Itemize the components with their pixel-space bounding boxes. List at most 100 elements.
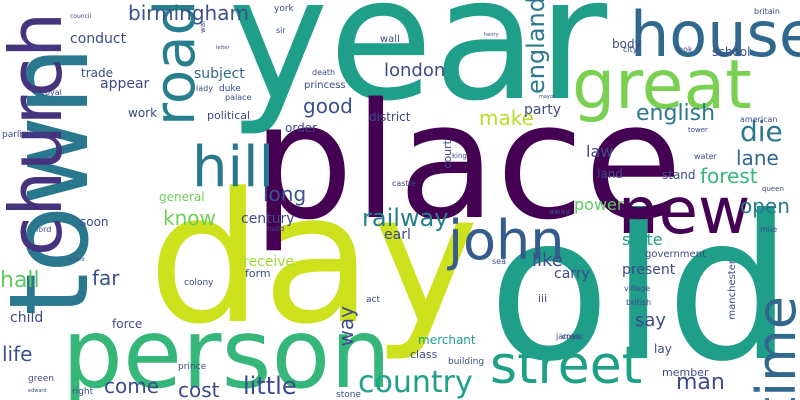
word-wall: wall: [380, 34, 400, 45]
word-away: away: [549, 207, 571, 216]
word-james: james: [556, 332, 581, 341]
word-richard: richard: [67, 257, 85, 263]
word-appear: appear: [100, 76, 150, 92]
word-carry: carry: [554, 266, 590, 282]
word-body: body: [612, 37, 642, 51]
word-class: class: [410, 348, 438, 361]
word-cost: cost: [178, 378, 220, 400]
word-trade: trade: [81, 66, 113, 80]
word-say: say: [635, 310, 667, 331]
word-new: new: [618, 175, 751, 249]
word-time: time: [745, 296, 800, 400]
word-man: man: [676, 370, 725, 395]
word-king: king: [452, 152, 467, 160]
word-country: country: [358, 365, 473, 400]
word-parliament: parliament: [2, 130, 51, 140]
word-council: council: [70, 13, 92, 20]
word-work: work: [128, 106, 158, 120]
word-lord: lord: [36, 225, 52, 234]
word-duke: duke: [219, 84, 241, 94]
word-henry: henry: [484, 32, 499, 38]
word-power: power: [574, 195, 624, 214]
word-queen: queen: [762, 185, 784, 193]
word-way: way: [334, 306, 358, 347]
word-place: place: [252, 68, 683, 255]
word-open: open: [740, 194, 790, 218]
word-act: act: [366, 295, 380, 305]
word-land: land: [597, 167, 623, 181]
word-political: political: [207, 109, 251, 122]
word-edward: edward: [28, 388, 47, 394]
word-government: government: [645, 249, 706, 260]
word-form: form: [245, 267, 271, 280]
word-street: street: [490, 336, 643, 396]
word-person: person: [62, 298, 392, 400]
word-receive: receive: [243, 254, 295, 270]
word-stand: stand: [662, 168, 696, 182]
word-child: child: [10, 310, 44, 326]
word-colony: colony: [184, 278, 214, 288]
word-century: century: [241, 211, 295, 227]
word-cross: cross: [562, 332, 583, 341]
word-build: build: [267, 225, 285, 233]
word-mayor: mayor: [539, 94, 556, 100]
word-mile: mile: [760, 225, 778, 234]
word-earl: earl: [384, 227, 411, 243]
word-soon: soon: [80, 215, 109, 229]
word-look: look: [676, 45, 693, 54]
word-lane: lane: [736, 146, 779, 170]
word-railway: railway: [362, 204, 449, 232]
word-sea: sea: [492, 257, 506, 266]
word-birmingham: birmingham: [128, 1, 249, 25]
word-die: die: [740, 115, 783, 148]
word-prince: prince: [178, 362, 207, 372]
word-american: american: [740, 115, 778, 124]
word-law: law: [586, 142, 614, 161]
word-party: party: [524, 102, 561, 118]
word-old: old: [488, 173, 793, 400]
word-like: like: [532, 250, 563, 271]
word-britain: britain: [754, 7, 780, 16]
word-iii: iii: [538, 292, 548, 305]
word-conduct: conduct: [70, 31, 127, 47]
word-war: war: [199, 20, 207, 33]
word-year: year: [228, 0, 608, 139]
word-forest: forest: [700, 164, 758, 188]
word-city: city: [623, 45, 638, 54]
word-general: general: [159, 190, 205, 204]
word-present: present: [622, 262, 676, 278]
word-member: member: [662, 366, 709, 379]
word-good: good: [303, 94, 353, 118]
word-water: water: [694, 152, 717, 161]
word-house: house: [630, 0, 800, 71]
word-princess: princess: [304, 80, 346, 91]
word-lay: lay: [654, 342, 672, 356]
word-lady: lady: [196, 84, 213, 93]
word-sir: sir: [276, 26, 286, 35]
word-castle: castle: [392, 179, 416, 188]
word-letter: letter: [216, 45, 230, 51]
word-force: force: [112, 317, 143, 331]
word-john: john: [448, 209, 565, 272]
word-school: school: [712, 45, 751, 59]
word-great: great: [572, 46, 752, 125]
word-london: london: [384, 60, 446, 81]
word-york: york: [274, 4, 294, 14]
word-hill: hill: [192, 135, 275, 200]
word-hall: hall: [0, 268, 40, 293]
word-british: british: [626, 298, 652, 307]
word-royal: royal: [42, 88, 62, 97]
word-little: little: [243, 372, 297, 400]
word-building: building: [448, 357, 485, 367]
word-long: long: [263, 182, 307, 206]
word-palace: palace: [225, 93, 252, 102]
word-green: green: [28, 374, 54, 384]
word-village: village: [624, 284, 651, 293]
word-come: come: [104, 374, 160, 398]
word-know: know: [163, 206, 216, 230]
word-subject: subject: [194, 66, 245, 82]
word-right: right: [72, 387, 94, 397]
word-death: death: [312, 68, 336, 77]
word-tower: tower: [688, 126, 708, 134]
